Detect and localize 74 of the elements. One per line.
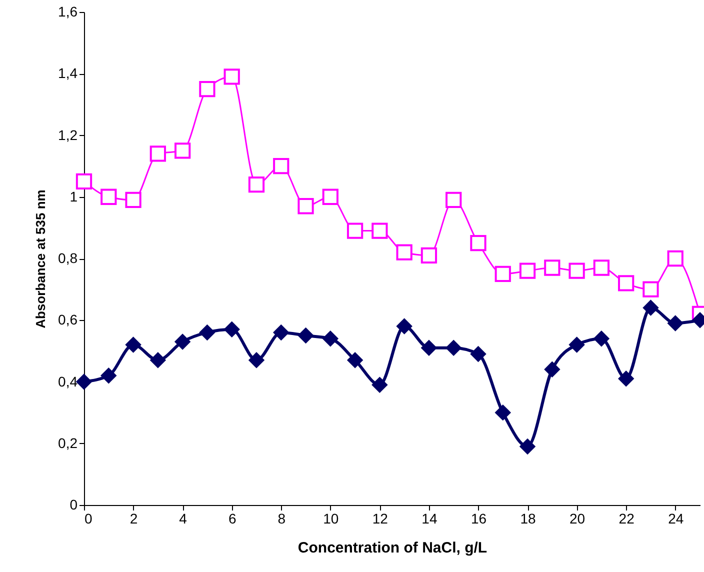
y-tick-label: 0,6 — [58, 312, 78, 328]
point — [494, 266, 511, 282]
x-tick-label: 0 — [84, 510, 92, 526]
y-tick-label: 0,8 — [58, 250, 78, 266]
point — [544, 362, 560, 378]
point — [199, 324, 216, 340]
point — [568, 262, 585, 279]
x-tick-label: 4 — [179, 510, 188, 526]
point — [618, 275, 634, 292]
y-tick-label: 1 — [70, 188, 78, 204]
point — [420, 247, 438, 264]
point — [174, 334, 190, 350]
x-tick-label: 2 — [130, 510, 138, 526]
x-tick-label: 10 — [323, 510, 339, 526]
point — [396, 244, 412, 260]
y-tick-label: 1,4 — [58, 65, 78, 82]
point — [642, 281, 659, 298]
point — [470, 346, 486, 362]
point — [642, 300, 659, 316]
point — [446, 192, 462, 208]
point — [372, 376, 388, 393]
point — [76, 374, 92, 390]
point — [618, 370, 634, 387]
point — [519, 262, 536, 279]
x-tick-label: 8 — [278, 510, 286, 526]
point — [76, 173, 92, 190]
y-tick-label: 1,6 — [58, 4, 78, 20]
x-tick-label: 20 — [570, 510, 586, 526]
x-axis-title: Concentration of NaCl, g/L — [298, 540, 488, 556]
point — [347, 352, 363, 368]
point — [248, 176, 265, 193]
point — [150, 352, 166, 368]
point — [322, 188, 338, 205]
point — [520, 438, 536, 454]
y-tick-label: 0,2 — [58, 434, 78, 451]
point — [322, 330, 338, 347]
point — [421, 340, 437, 356]
point — [100, 368, 117, 384]
point — [494, 404, 511, 420]
point — [125, 192, 142, 208]
point — [593, 260, 610, 276]
point — [667, 315, 684, 332]
point — [396, 318, 412, 334]
point — [199, 80, 216, 98]
point — [125, 336, 142, 353]
y-axis-title: Absorbance at 535 nm — [33, 190, 48, 328]
x-tick-label: 22 — [618, 510, 635, 526]
point — [667, 250, 684, 267]
point — [248, 352, 264, 368]
point — [544, 260, 560, 276]
point — [372, 222, 388, 239]
point — [594, 330, 610, 347]
x-tick-label: 14 — [422, 510, 438, 526]
point — [298, 198, 314, 214]
x-tick-label: 16 — [470, 510, 487, 526]
point — [273, 324, 290, 340]
point — [224, 68, 240, 85]
x-tick-label: 6 — [228, 510, 236, 526]
y-tick-label: 0,4 — [58, 373, 78, 390]
x-tick-label: 12 — [372, 510, 388, 526]
point — [470, 235, 486, 252]
point — [273, 158, 290, 174]
point — [100, 188, 117, 205]
x-tick-label: 24 — [668, 510, 684, 526]
point — [224, 321, 240, 338]
y-tick-label: 0 — [70, 496, 78, 512]
point — [298, 328, 314, 344]
x-tick-label: 18 — [520, 510, 536, 526]
y-tick-label: 1,2 — [58, 126, 78, 143]
point — [174, 142, 191, 159]
point — [446, 340, 462, 356]
point — [568, 336, 585, 353]
point — [346, 222, 364, 239]
point — [150, 146, 166, 162]
